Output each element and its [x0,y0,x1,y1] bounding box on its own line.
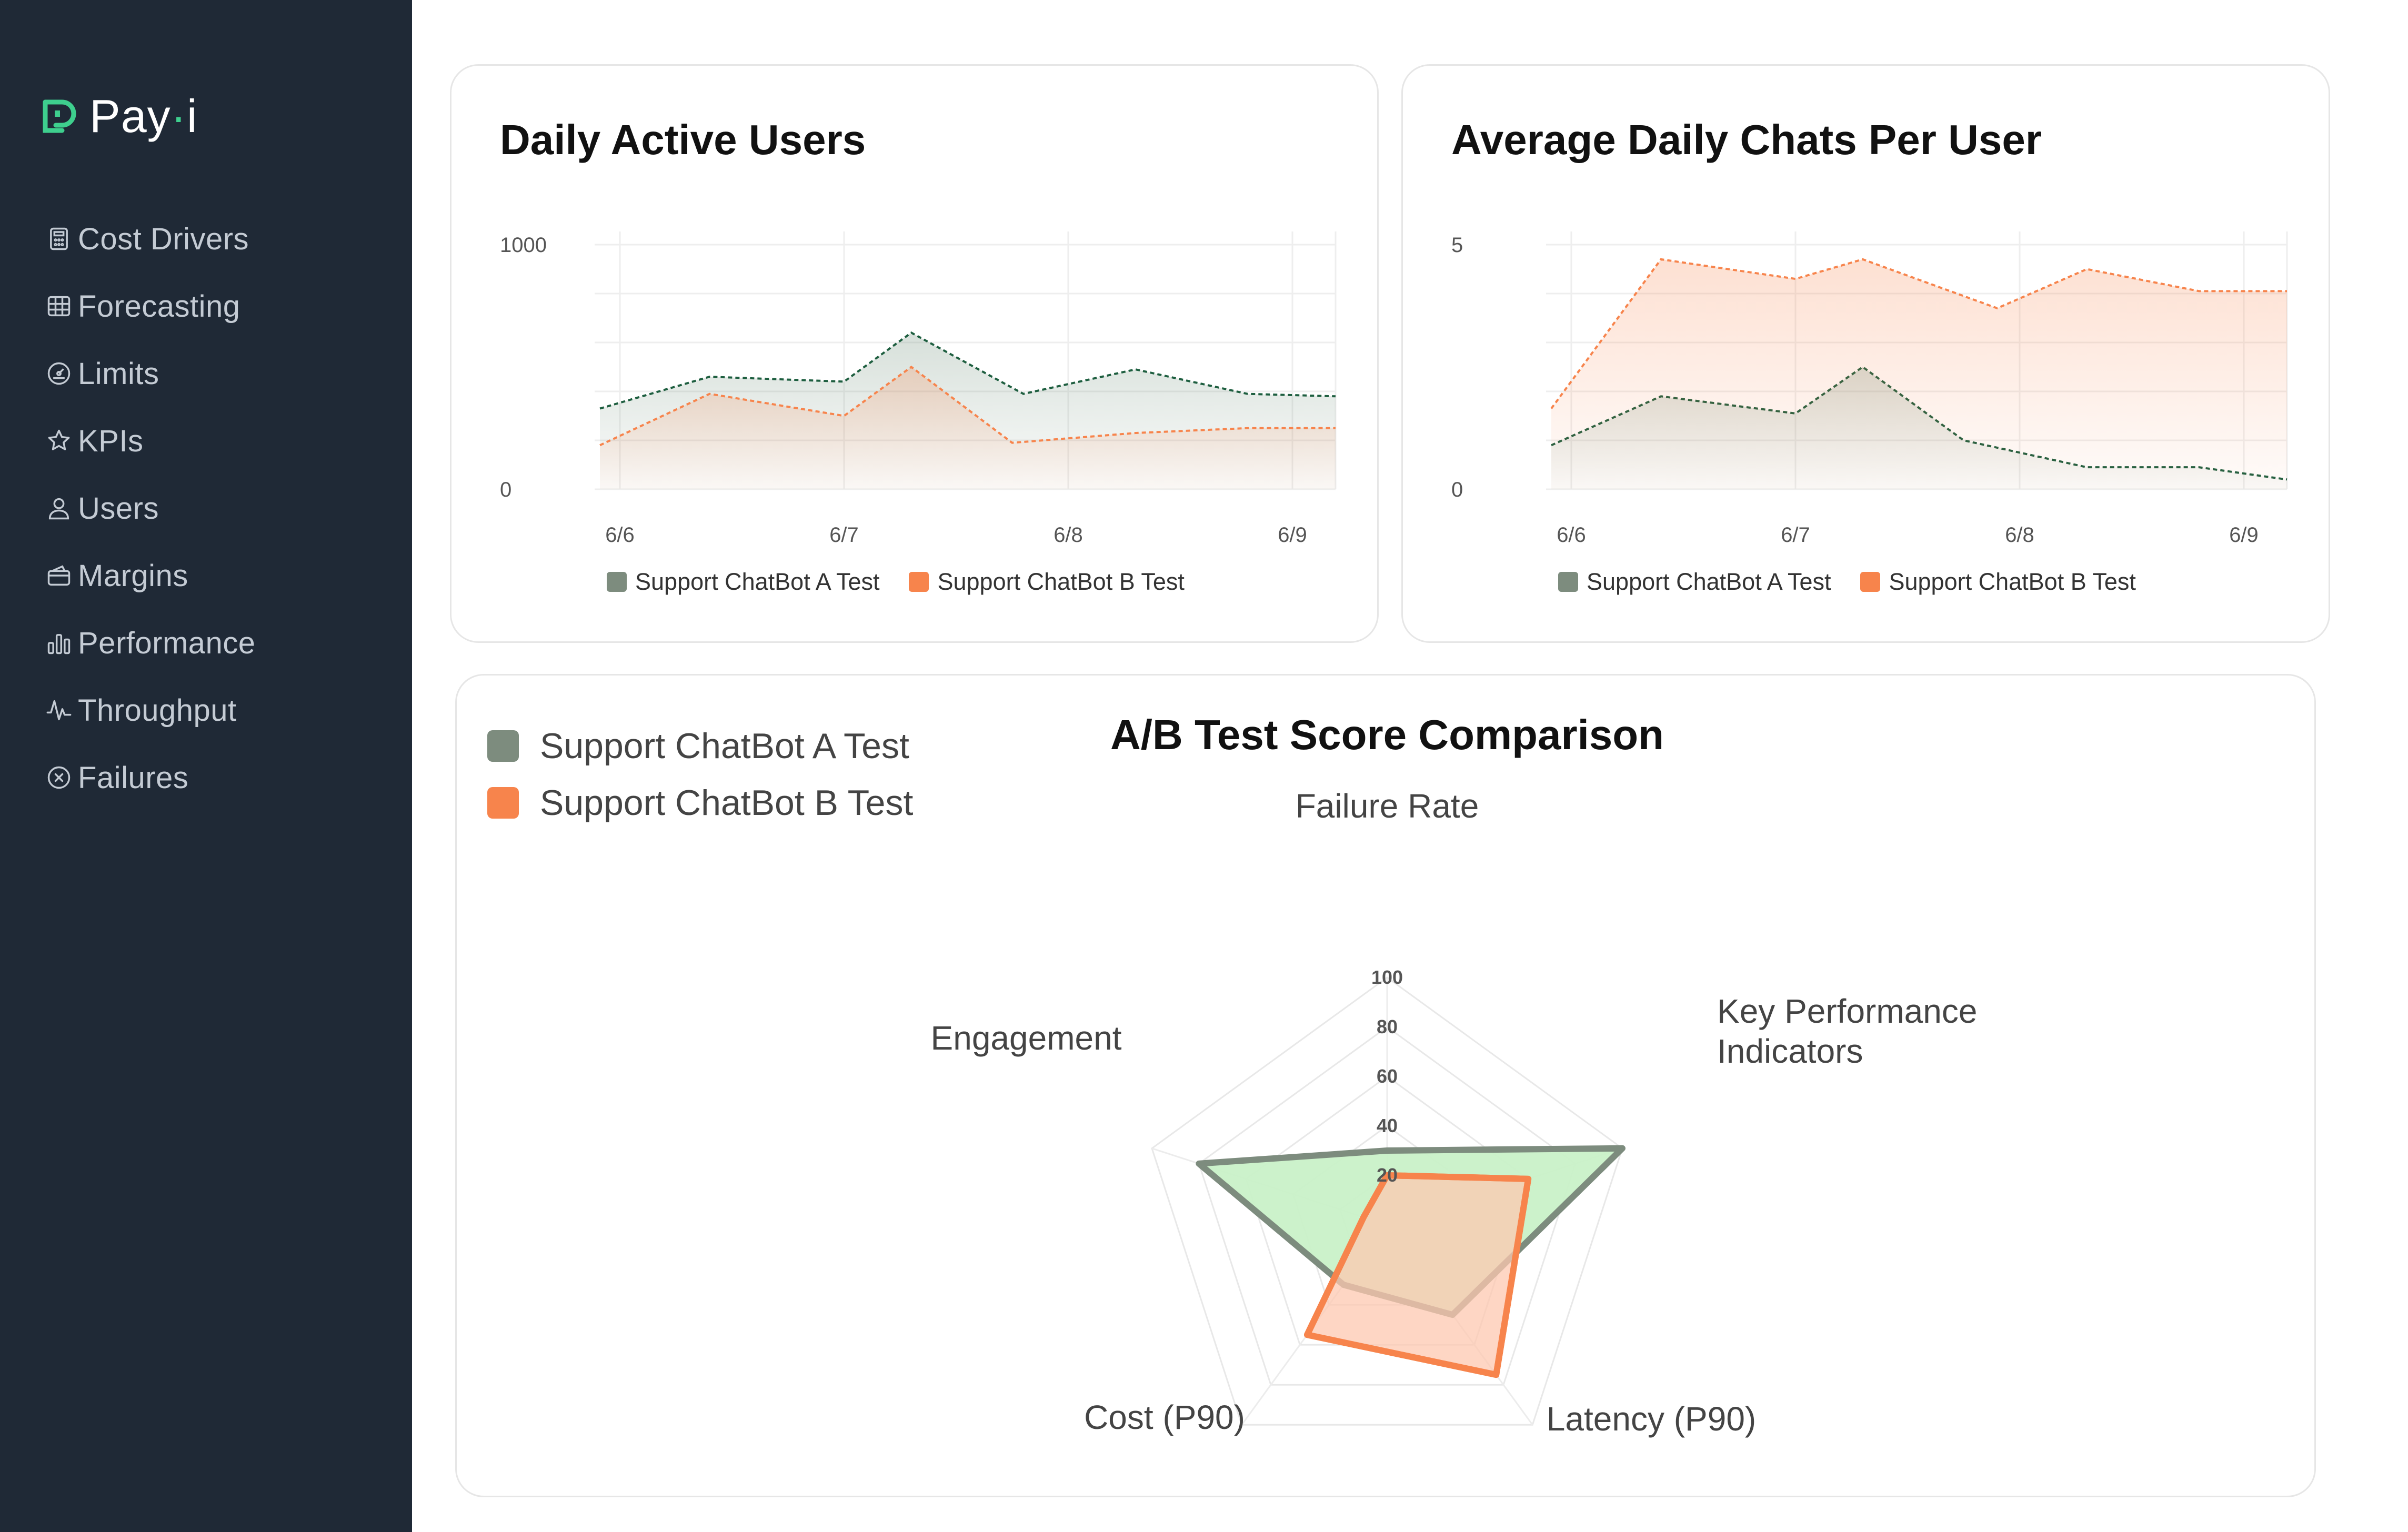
y-tick-label: 5 [1451,234,1463,257]
radar-axis-label: Cost (P90) [1084,1398,1245,1436]
sidebar-item-label: Cost Drivers [78,221,249,256]
sidebar-item-label: Failures [78,760,189,795]
series-b-area [1551,259,2287,489]
legend-label-a: Support ChatBot A Test [540,726,909,766]
x-tick-label: 6/7 [1781,523,1810,547]
calculator-icon [50,227,68,250]
sidebar-item-forecasting[interactable]: Forecasting [45,273,256,340]
ab-test-radar-chart: A/B Test Score Comparison 20 40 60 80 100 Fail… [931,711,1978,1438]
app-logo[interactable]: Pay·i [41,89,198,143]
sidebar-item-label: Margins [78,558,188,593]
avg-daily-chats-chart: 5 0 6/6 6/7 6/8 6/9 [1451,231,2288,547]
radar-grid-ring [1198,1026,1577,1386]
daily-active-users-legend: Support ChatBot A Test Support ChatBot B… [607,568,1206,596]
radar-tick-label: 40 [1377,1115,1398,1136]
radar-tick-label: 100 [1371,966,1403,988]
legend-swatch-a [487,730,519,762]
legend-label-a[interactable]: Support ChatBot A Test [1587,568,1831,595]
x-circle-icon [47,766,71,789]
radar-axis-label: Latency (P90) [1547,1400,1756,1438]
y-tick-label: 0 [1451,478,1463,501]
daily-active-users-card: Daily Active Users 1000 0 6/6 6/7 6/8 6/9 Sup… [450,64,1379,643]
sidebar-item-label: Throughput [78,693,237,728]
radar-axis-label: Engagement [931,1019,1122,1057]
user-icon [48,498,69,520]
series-b-line [1550,258,2287,409]
bar-chart-icon [47,634,71,654]
sidebar: Pay·i Cost Drivers Forecasting Limits KP… [0,0,412,1532]
legend-label-b[interactable]: Support ChatBot B Test [937,568,1185,595]
avg-daily-chats-title: Average Daily Chats Per User [1451,116,2042,163]
x-tick-label: 6/8 [2005,523,2034,547]
sidebar-item-limits[interactable]: Limits [45,340,256,407]
radar-series-b-outline [1304,1172,1532,1378]
radar-legend-item-b[interactable]: Support ChatBot B Test [487,774,913,831]
legend-swatch-a [607,572,627,592]
sidebar-item-failures[interactable]: Failures [45,744,256,811]
x-tick-label: 6/6 [605,523,635,547]
radar-legend: Support ChatBot A Test Support ChatBot B… [487,718,913,831]
sidebar-item-users[interactable]: Users [45,475,256,542]
legend-swatch-b [909,572,929,592]
legend-swatch-b [487,787,519,819]
x-tick-label: 6/9 [1278,523,1307,547]
radar-tick-label: 80 [1377,1016,1398,1037]
series-b-area [600,367,1336,489]
sidebar-item-label: Performance [78,626,256,660]
legend-label-b: Support ChatBot B Test [540,783,914,823]
avg-daily-chats-legend: Support ChatBot A Test Support ChatBot B… [1558,568,2157,596]
daily-active-users-chart: 1000 0 6/6 6/7 6/8 6/9 [500,231,1337,547]
radar-axis-label: Failure Rate [1296,787,1479,825]
x-tick-label: 6/7 [829,523,859,547]
radar-title: A/B Test Score Comparison [1110,711,1664,758]
sidebar-item-label: KPIs [78,424,144,458]
legend-swatch-b [1860,572,1881,592]
x-tick-label: 6/9 [2229,523,2259,547]
wallet-icon [47,565,71,586]
x-tick-label: 6/6 [1557,523,1586,547]
sidebar-item-label: Forecasting [78,289,240,324]
avg-daily-chats-card: Average Daily Chats Per User 5 0 6/6 6/7 6/8… [1401,64,2330,643]
series-a-line [599,331,1336,410]
radar-grid-ring [1151,976,1623,1426]
calendar-grid-icon [47,296,71,317]
daily-active-users-title: Daily Active Users [500,116,866,163]
gauge-icon [47,362,71,385]
ab-test-radar-card: Support ChatBot A Test Support ChatBot B… [455,674,2316,1497]
star-icon [48,429,70,450]
sidebar-item-label: Limits [78,356,159,391]
sidebar-item-throughput[interactable]: Throughput [45,677,256,744]
legend-label-a[interactable]: Support ChatBot A Test [635,568,880,595]
radar-axis-label: Key Performance Indicators [1717,992,1977,1070]
logo-wordmark: Pay·i [89,90,198,142]
y-tick-label: 0 [500,478,511,501]
pay-i-logo-icon [43,99,76,133]
sidebar-item-label: Users [78,491,159,526]
sidebar-item-margins[interactable]: Margins [45,542,256,609]
x-tick-label: 6/8 [1054,523,1083,547]
sidebar-nav: Cost Drivers Forecasting Limits KPIs Use… [45,205,256,811]
pulse-icon [46,700,72,721]
legend-label-b[interactable]: Support ChatBot B Test [1889,568,2136,595]
series-b-line [599,366,1336,447]
y-tick-label: 1000 [500,234,547,257]
legend-swatch-a [1558,572,1578,592]
radar-tick-label: 60 [1377,1065,1398,1087]
radar-tick-label: 20 [1377,1164,1398,1186]
sidebar-item-kpis[interactable]: KPIs [45,407,256,475]
sidebar-item-performance[interactable]: Performance [45,609,256,677]
sidebar-item-cost-drivers[interactable]: Cost Drivers [45,205,256,273]
radar-legend-item-a[interactable]: Support ChatBot A Test [487,718,913,774]
